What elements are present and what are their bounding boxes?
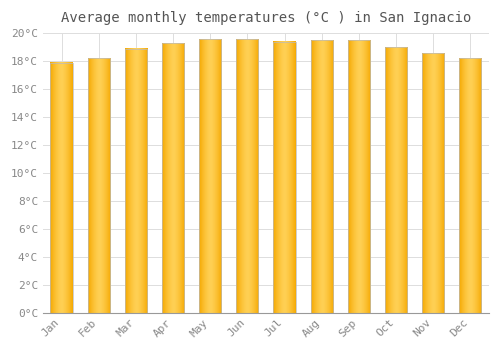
Bar [422, 53, 444, 313]
Bar [124, 49, 147, 313]
Bar [385, 47, 407, 313]
Bar [50, 63, 72, 313]
Title: Average monthly temperatures (°C ) in San Ignacio: Average monthly temperatures (°C ) in Sa… [60, 11, 471, 25]
Bar [88, 58, 110, 313]
Bar [310, 40, 333, 313]
Bar [348, 40, 370, 313]
Bar [459, 58, 481, 313]
Bar [274, 42, 295, 313]
Bar [162, 43, 184, 313]
Bar [199, 39, 222, 313]
Bar [236, 39, 258, 313]
